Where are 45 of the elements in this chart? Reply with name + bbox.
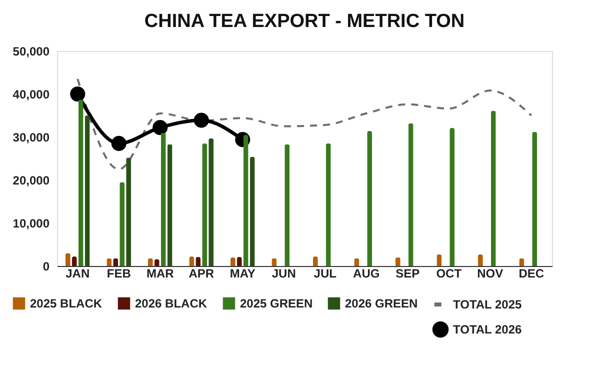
point [152, 120, 168, 136]
y-tick-label: 40,000 [12, 88, 50, 102]
x-tick-label: JUN [272, 266, 296, 280]
bar [167, 144, 172, 266]
bar [408, 123, 414, 266]
x-tick-label: APR [188, 266, 214, 280]
y-tick-label: 50,000 [12, 44, 50, 58]
x-tick-label: OCT [436, 266, 462, 280]
legend-label: 2026 BLACK [135, 296, 208, 310]
legend-label: 2025 GREEN [240, 296, 313, 310]
point [111, 136, 126, 151]
y-tick-label: 20,000 [12, 174, 50, 188]
chart-title: CHINA TEA EXPORT - METRIC TON [144, 11, 465, 32]
bar [208, 138, 214, 266]
point [194, 112, 209, 128]
y-tick-label: 0 [42, 260, 50, 274]
y-tick-label: 30,000 [12, 130, 50, 144]
bar [532, 132, 538, 266]
bar [160, 132, 166, 266]
point [70, 86, 86, 102]
x-tick-label: MAY [230, 266, 256, 280]
x-tick-label: FEB [106, 266, 132, 280]
x-tick-label: MAR [146, 266, 174, 280]
bar [284, 144, 290, 266]
x-tick-label: AUG [353, 266, 380, 280]
bar [250, 156, 255, 266]
x-tick-label: DEC [518, 266, 544, 280]
legend-label: 2025 BLACK [30, 296, 102, 310]
bar [78, 100, 84, 266]
bar [367, 130, 372, 266]
x-tick-label: NOV [477, 266, 504, 280]
bar [202, 143, 208, 266]
x-tick-label: JUL [314, 266, 336, 280]
y-tick-label: 10,000 [12, 216, 50, 230]
bar [326, 143, 331, 266]
line-series [76, 78, 532, 170]
bar [243, 134, 248, 266]
bar [490, 110, 496, 266]
bar [84, 116, 90, 266]
legend-label: 2026 GREEN [345, 296, 418, 310]
bar [450, 128, 455, 266]
legend-label: TOTAL 2025 [453, 298, 522, 312]
x-tick-label: SEP [396, 266, 420, 280]
legend-label: TOTAL 2026 [453, 322, 522, 336]
x-tick-label: JAN [66, 266, 90, 280]
